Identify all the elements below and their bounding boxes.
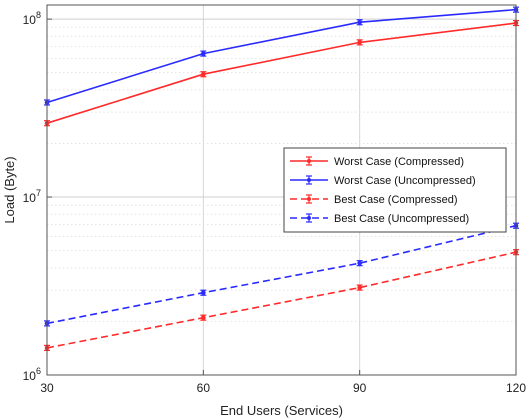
legend-marker [307, 178, 311, 182]
y-tick-label: 107 [23, 188, 41, 205]
data-point [357, 19, 362, 25]
series-3 [44, 222, 519, 327]
y-tick-base: 10 [23, 13, 37, 27]
legend-item: Worst Case (Compressed) [290, 156, 464, 168]
plot-frame [46, 4, 517, 376]
data-point [357, 285, 362, 290]
legend-label: Best Case (Compressed) [334, 194, 458, 206]
y-tick-label: 106 [23, 366, 41, 383]
y-tick-exponent: 8 [36, 10, 41, 20]
y-axis-label: Load (Byte) [2, 156, 17, 223]
legend: Worst Case (Compressed) Worst Case (Uncom… [283, 147, 507, 233]
x-tick-label: 30 [40, 381, 54, 395]
x-tick-label: 120 [506, 381, 526, 395]
data-point [201, 315, 206, 320]
y-tick-base: 10 [23, 369, 37, 383]
series-layer [44, 6, 519, 351]
series-line [46, 224, 517, 325]
data-point [201, 290, 206, 296]
y-tick-exponent: 7 [36, 188, 41, 198]
legend-item: Best Case (Compressed) [290, 194, 458, 206]
legend-label: Best Case (Uncompressed) [334, 213, 469, 225]
series-2 [44, 249, 519, 351]
legend-marker [307, 216, 311, 220]
data-point [357, 260, 362, 266]
legend-label: Worst Case (Compressed) [334, 156, 464, 168]
legend-marker [307, 159, 311, 163]
data-point [201, 51, 206, 56]
series-line [46, 22, 517, 124]
series-line [46, 251, 517, 349]
data-point [201, 71, 206, 77]
legend-item: Worst Case (Uncompressed) [290, 175, 476, 187]
y-tick-exponent: 6 [36, 366, 41, 376]
legend-box [283, 147, 507, 233]
x-tick-label: 60 [197, 381, 211, 395]
x-axis-label: End Users (Services) [220, 403, 343, 418]
y-tick-label: 108 [23, 10, 41, 27]
legend-marker [307, 197, 311, 201]
legend-label: Worst Case (Uncompressed) [334, 175, 476, 187]
y-tick-base: 10 [23, 191, 37, 205]
x-tick-label: 90 [353, 381, 367, 395]
data-point [357, 40, 362, 45]
series-line [46, 8, 517, 104]
legend-item: Best Case (Uncompressed) [290, 213, 469, 225]
